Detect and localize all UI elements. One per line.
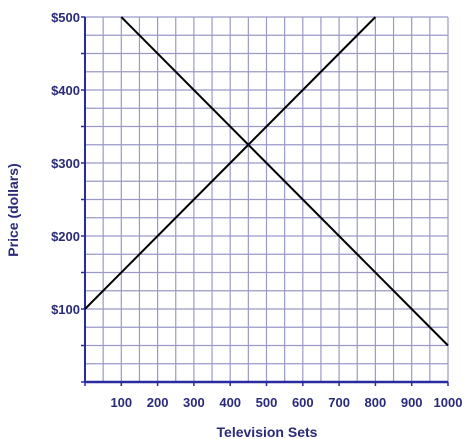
x-tick-label: 400 <box>219 395 241 410</box>
x-tick-label: 500 <box>256 395 278 410</box>
tick-labels: $100 $200 $300 $400 $500 100 200 300 400 500 600 70… <box>51 10 462 410</box>
y-axis-title: Price (dollars) <box>5 163 21 256</box>
series-lines <box>84 16 449 347</box>
series-line-2 <box>120 16 449 347</box>
y-tick-label: $400 <box>51 83 80 98</box>
x-tick-label: 700 <box>328 395 350 410</box>
series-line-1 <box>84 16 377 310</box>
x-tick-label: 600 <box>292 395 314 410</box>
y-tick-label: $500 <box>51 10 80 25</box>
x-tick-label: 200 <box>147 395 169 410</box>
grid <box>84 16 449 383</box>
y-tick-label: $200 <box>51 229 80 244</box>
x-axis-title: Television Sets <box>217 424 318 439</box>
x-tick-label: 300 <box>183 395 205 410</box>
x-tick-label: 900 <box>401 395 423 410</box>
x-tick-label: 1000 <box>434 395 463 410</box>
x-tick-label: 100 <box>110 395 132 410</box>
y-tick-label: $300 <box>51 156 80 171</box>
axes <box>81 16 449 386</box>
y-tick-label: $100 <box>51 302 80 317</box>
x-tick-label: 800 <box>365 395 387 410</box>
